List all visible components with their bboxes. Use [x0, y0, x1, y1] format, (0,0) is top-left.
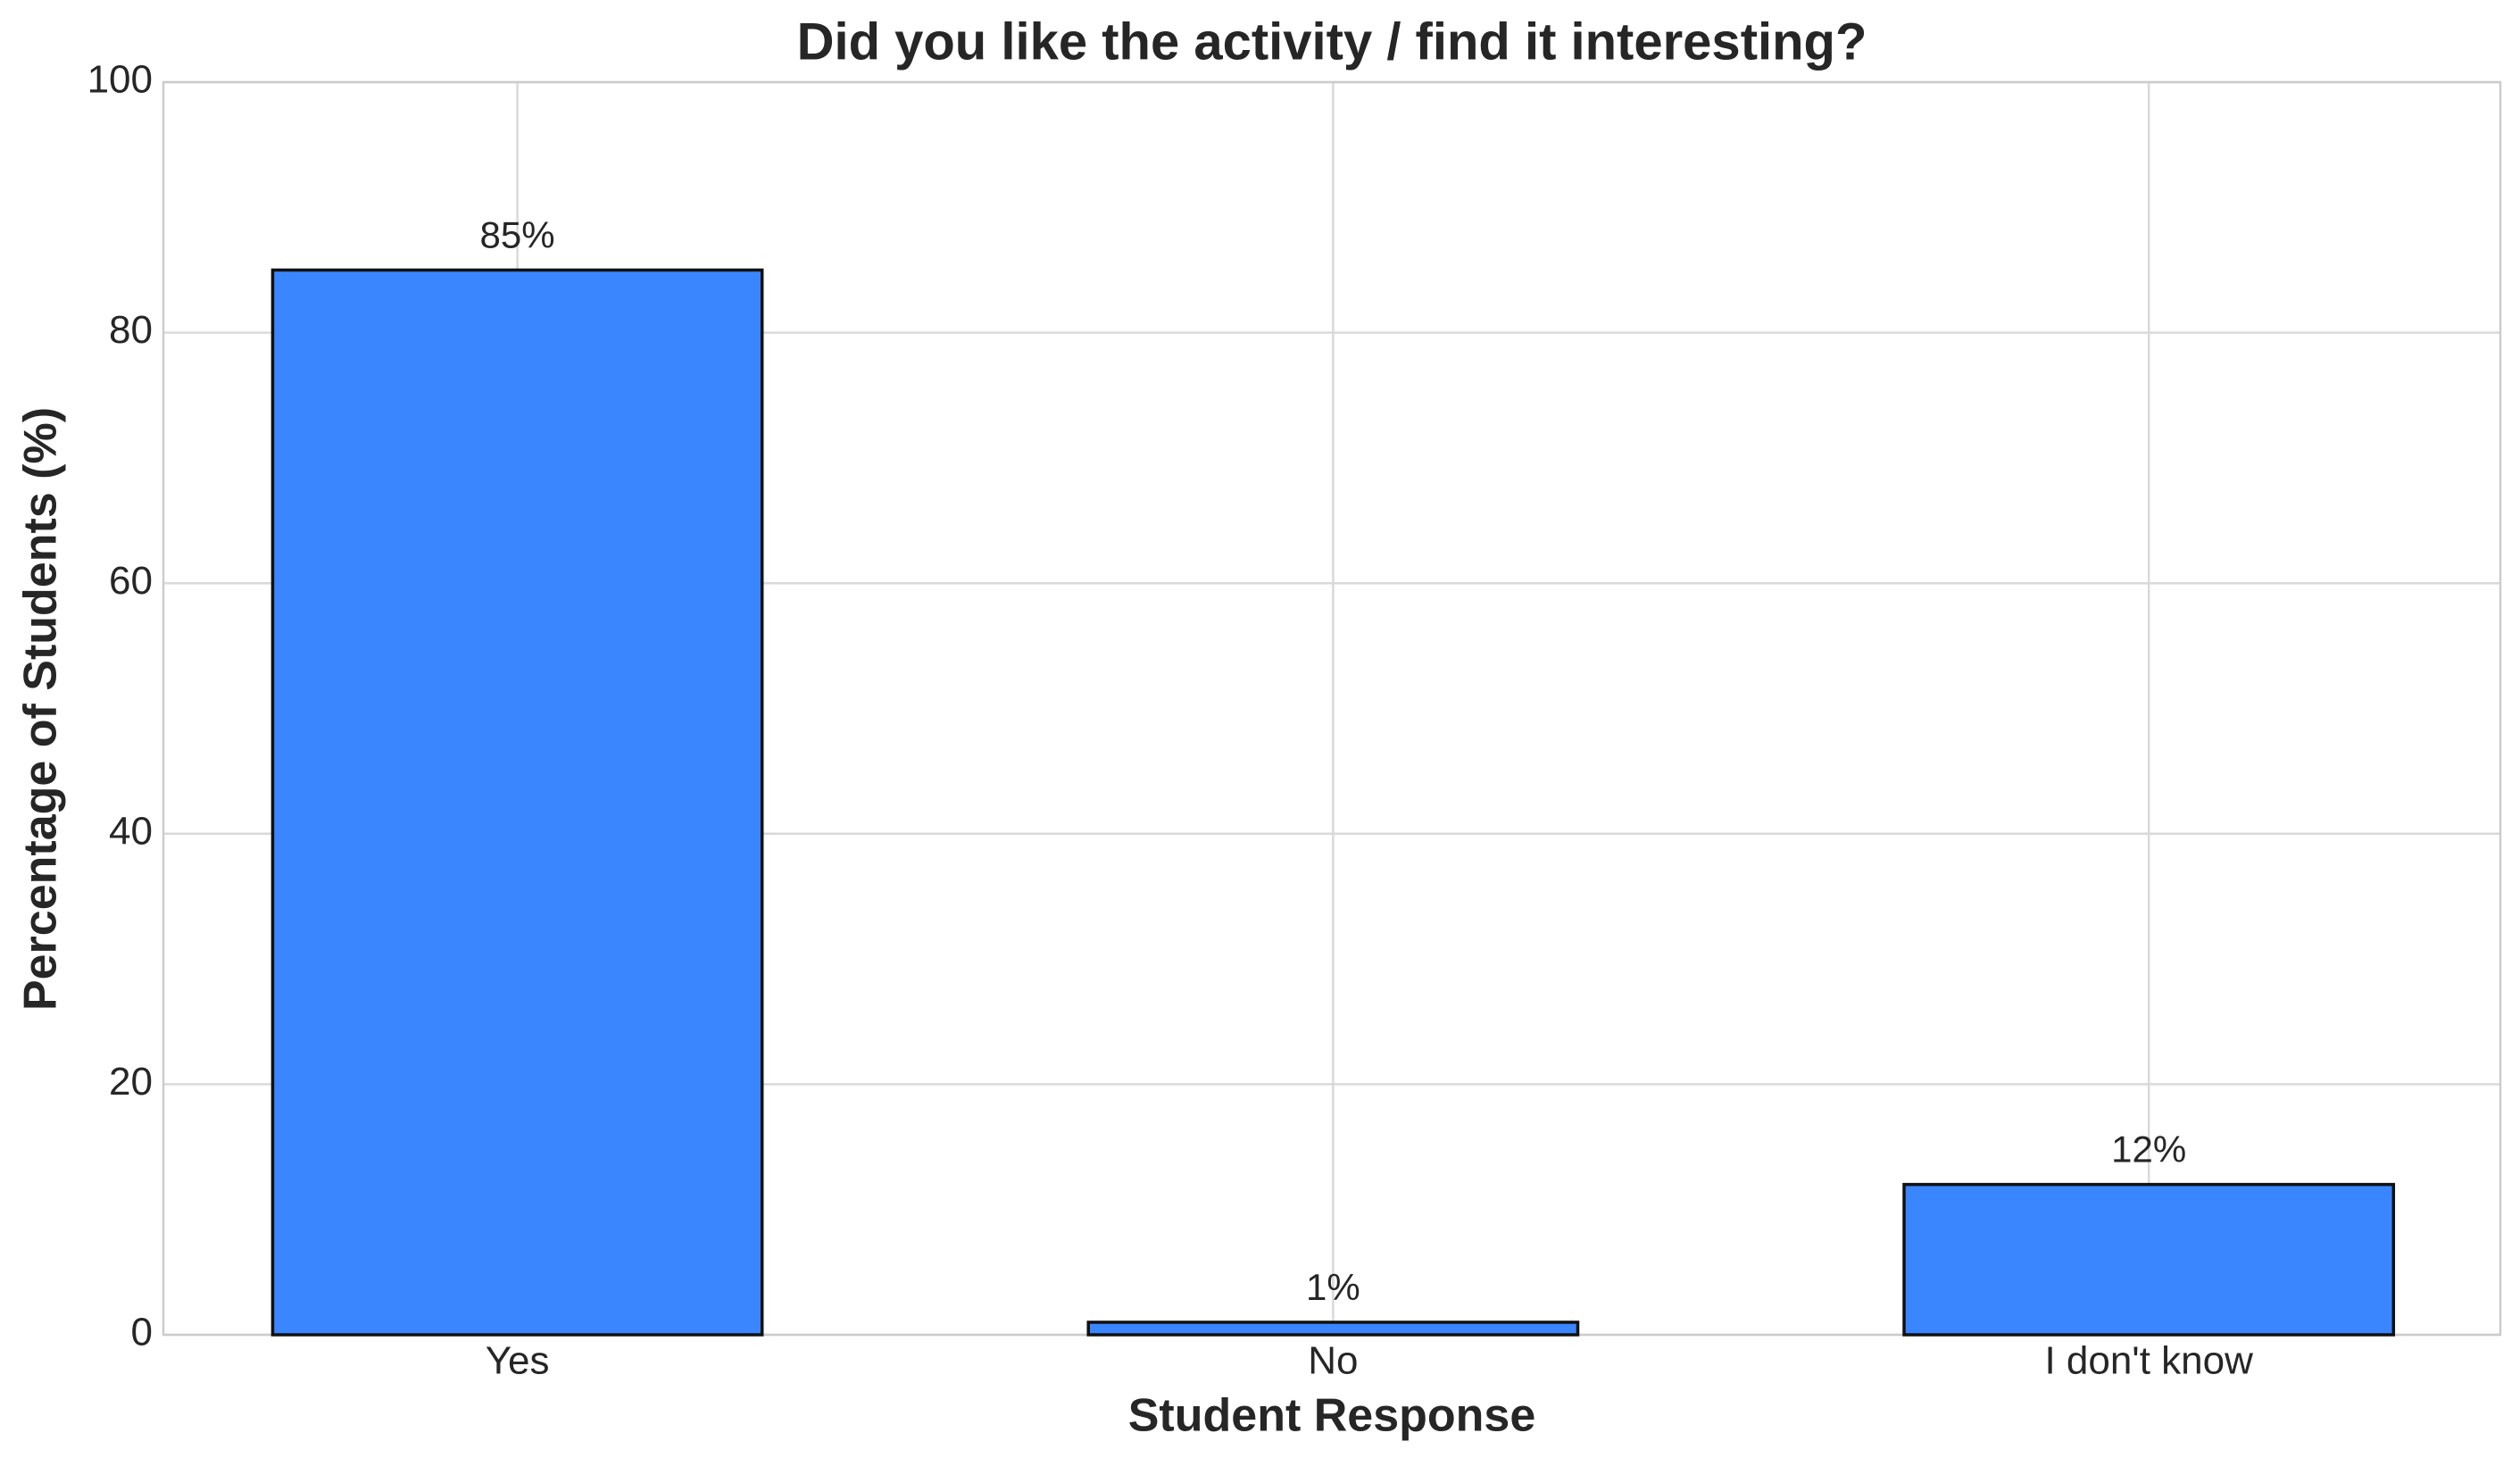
y-tick-label: 0 [131, 1311, 153, 1354]
x-tick-label: Yes [486, 1339, 550, 1383]
y-axis-label: Percentage of Students (%) [15, 407, 67, 1011]
y-tick-label: 100 [87, 58, 153, 102]
y-tick-label: 20 [109, 1060, 153, 1104]
value-label: 12% [2111, 1129, 2186, 1171]
bar [270, 268, 764, 1337]
y-tick-label: 60 [109, 559, 153, 603]
y-tick-label: 40 [109, 809, 153, 853]
x-axis-label: Student Response [1128, 1390, 1536, 1442]
x-tick-label: I don't know [2044, 1339, 2253, 1383]
bar [1902, 1182, 2396, 1337]
value-label: 1% [1306, 1266, 1360, 1308]
y-tick-label: 80 [109, 308, 153, 352]
chart-title: Did you like the activity / find it inte… [797, 12, 1867, 71]
x-tick-label: No [1308, 1339, 1358, 1383]
bar [1086, 1321, 1580, 1337]
value-label: 85% [480, 214, 555, 256]
